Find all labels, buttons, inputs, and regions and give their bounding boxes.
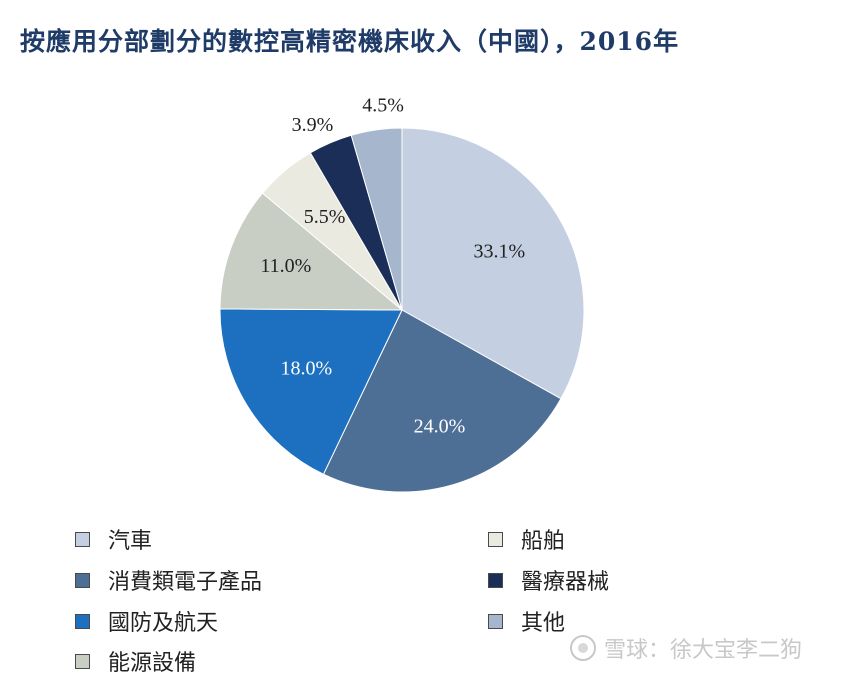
slice-data-label: 5.5%: [304, 206, 346, 228]
slice-data-label: 3.9%: [292, 114, 334, 136]
watermark: 雪球：徐大宝李二狗: [570, 632, 802, 664]
chart-title: 按應用分部劃分的數控高精密機床收入（中國），2016年: [20, 27, 680, 56]
pie-slice: [219, 308, 403, 475]
slice-data-label: 4.5%: [362, 94, 404, 116]
slice-data-label: 33.1%: [473, 240, 525, 262]
snowball-logo-icon: [570, 635, 596, 661]
pie-slice: [322, 309, 562, 493]
watermark-text: 雪球：徐大宝李二狗: [604, 638, 803, 663]
pie-slice: [401, 127, 585, 400]
pie-slice: [219, 192, 404, 311]
slice-data-label: 24.0%: [414, 416, 466, 438]
pie-slice: [350, 127, 403, 311]
slice-data-label: 11.0%: [260, 255, 311, 277]
slice-data-label: 18.0%: [281, 357, 333, 379]
